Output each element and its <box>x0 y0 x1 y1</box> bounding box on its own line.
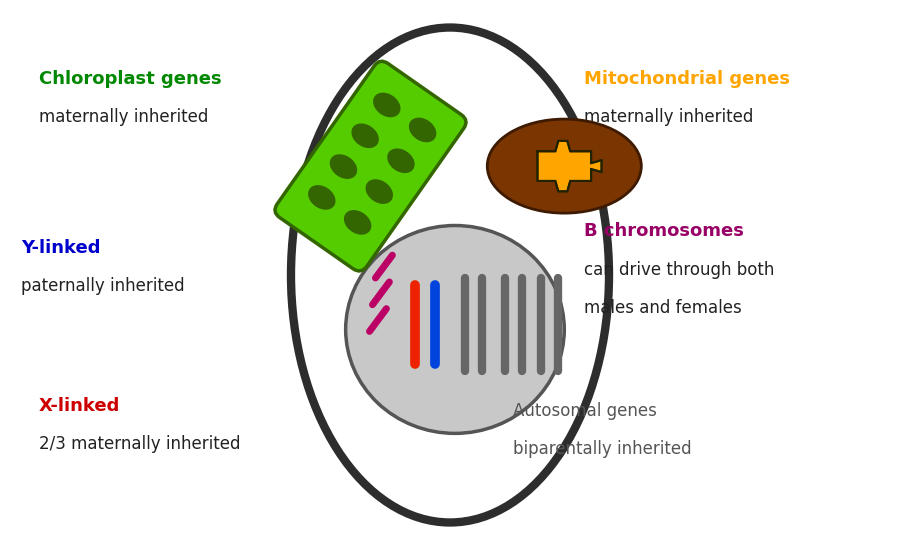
Ellipse shape <box>365 179 393 204</box>
Text: maternally inherited: maternally inherited <box>584 108 753 126</box>
Ellipse shape <box>374 92 400 117</box>
Text: X-linked: X-linked <box>39 397 120 415</box>
Ellipse shape <box>344 210 372 235</box>
Ellipse shape <box>329 154 357 179</box>
Ellipse shape <box>409 118 436 142</box>
Ellipse shape <box>351 123 379 148</box>
Ellipse shape <box>487 119 642 213</box>
Text: Mitochondrial genes: Mitochondrial genes <box>584 70 790 88</box>
Text: males and females: males and females <box>584 299 742 317</box>
Ellipse shape <box>308 185 336 210</box>
Text: maternally inherited: maternally inherited <box>39 108 208 126</box>
Text: Y-linked: Y-linked <box>21 239 100 257</box>
Ellipse shape <box>291 28 609 522</box>
Text: 2/3 maternally inherited: 2/3 maternally inherited <box>39 435 240 453</box>
Polygon shape <box>537 141 601 191</box>
FancyBboxPatch shape <box>274 61 466 271</box>
Text: Autosomal genes: Autosomal genes <box>513 402 656 420</box>
Ellipse shape <box>346 226 564 433</box>
Ellipse shape <box>387 148 415 173</box>
Text: biparentally inherited: biparentally inherited <box>513 440 691 458</box>
Text: paternally inherited: paternally inherited <box>21 277 184 295</box>
Text: B chromosomes: B chromosomes <box>584 222 744 240</box>
Text: can drive through both: can drive through both <box>584 261 775 278</box>
Text: Chloroplast genes: Chloroplast genes <box>39 70 221 88</box>
